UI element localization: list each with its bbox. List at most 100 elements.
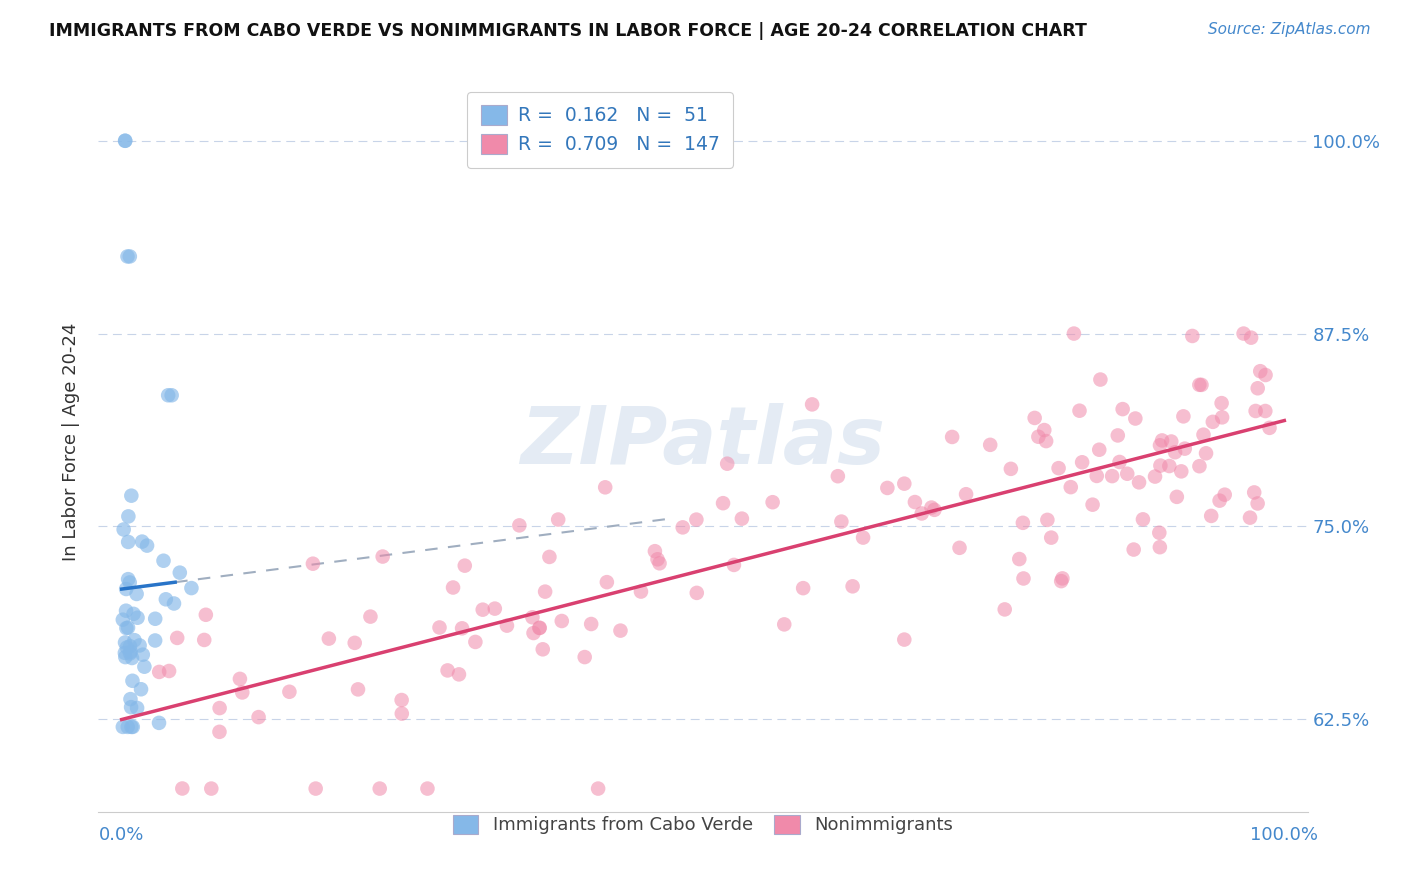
- Point: [441, 581, 464, 595]
- Point: [1188, 377, 1211, 392]
- Point: [1240, 331, 1263, 345]
- Point: [124, 633, 146, 648]
- Point: [529, 621, 551, 635]
- Point: [994, 602, 1017, 616]
- Point: [318, 632, 340, 646]
- Point: [1254, 404, 1277, 418]
- Point: [484, 601, 506, 615]
- Point: [1047, 461, 1070, 475]
- Point: [152, 554, 174, 568]
- Point: [1159, 458, 1181, 473]
- Point: [247, 710, 270, 724]
- Point: [830, 515, 852, 529]
- Point: [1195, 446, 1218, 460]
- Point: [127, 701, 149, 715]
- Point: [302, 557, 325, 571]
- Point: [454, 558, 477, 573]
- Point: [114, 646, 136, 660]
- Legend: Immigrants from Cabo Verde, Nonimmigrants: Immigrants from Cabo Verde, Nonimmigrant…: [444, 806, 962, 844]
- Point: [1211, 396, 1233, 410]
- Point: [1111, 402, 1133, 417]
- Point: [841, 579, 863, 593]
- Point: [1152, 434, 1174, 448]
- Point: [193, 632, 215, 647]
- Point: [1122, 542, 1144, 557]
- Point: [1024, 411, 1046, 425]
- Text: ZIPat​las: ZIPat​las: [520, 402, 886, 481]
- Point: [120, 645, 142, 659]
- Point: [547, 512, 569, 526]
- Point: [893, 476, 915, 491]
- Point: [1028, 430, 1050, 444]
- Point: [447, 667, 470, 681]
- Point: [1128, 475, 1150, 490]
- Point: [531, 642, 554, 657]
- Point: [118, 249, 141, 263]
- Point: [1246, 496, 1268, 510]
- Point: [117, 572, 139, 586]
- Y-axis label: In Labor Force | Age 20-24: In Labor Force | Age 20-24: [62, 322, 80, 561]
- Point: [1143, 469, 1166, 483]
- Point: [451, 621, 474, 635]
- Point: [136, 539, 159, 553]
- Point: [672, 520, 695, 534]
- Point: [911, 507, 934, 521]
- Point: [114, 650, 136, 665]
- Point: [1035, 434, 1057, 448]
- Point: [648, 556, 671, 570]
- Point: [172, 781, 194, 796]
- Point: [1012, 516, 1035, 530]
- Point: [685, 513, 707, 527]
- Point: [115, 604, 138, 618]
- Point: [1243, 485, 1265, 500]
- Point: [1191, 377, 1213, 392]
- Point: [166, 631, 188, 645]
- Point: [112, 523, 135, 537]
- Point: [1192, 427, 1215, 442]
- Point: [416, 781, 439, 796]
- Point: [1090, 373, 1112, 387]
- Point: [436, 664, 458, 678]
- Point: [1088, 442, 1111, 457]
- Point: [723, 558, 745, 572]
- Point: [120, 647, 142, 661]
- Point: [920, 500, 942, 515]
- Point: [1254, 368, 1277, 382]
- Point: [121, 651, 143, 665]
- Point: [347, 682, 370, 697]
- Point: [1174, 442, 1197, 456]
- Point: [596, 575, 619, 590]
- Point: [827, 469, 849, 483]
- Point: [529, 621, 551, 635]
- Point: [157, 664, 180, 678]
- Point: [148, 715, 170, 730]
- Point: [522, 610, 544, 624]
- Point: [120, 700, 142, 714]
- Point: [1208, 493, 1230, 508]
- Point: [1069, 403, 1091, 417]
- Point: [579, 617, 602, 632]
- Point: [120, 639, 142, 653]
- Point: [121, 720, 143, 734]
- Point: [1149, 525, 1171, 540]
- Point: [1149, 438, 1171, 452]
- Point: [194, 607, 217, 622]
- Point: [1160, 434, 1182, 449]
- Point: [1247, 381, 1270, 395]
- Point: [208, 701, 231, 715]
- Point: [1239, 510, 1261, 524]
- Point: [115, 582, 138, 596]
- Point: [1181, 329, 1204, 343]
- Point: [343, 636, 366, 650]
- Point: [155, 592, 177, 607]
- Point: [1132, 512, 1154, 526]
- Point: [117, 509, 139, 524]
- Point: [1000, 462, 1022, 476]
- Point: [180, 581, 202, 595]
- Point: [762, 495, 785, 509]
- Point: [305, 781, 328, 796]
- Point: [111, 720, 134, 734]
- Point: [893, 632, 915, 647]
- Point: [1123, 411, 1146, 425]
- Point: [1101, 469, 1123, 483]
